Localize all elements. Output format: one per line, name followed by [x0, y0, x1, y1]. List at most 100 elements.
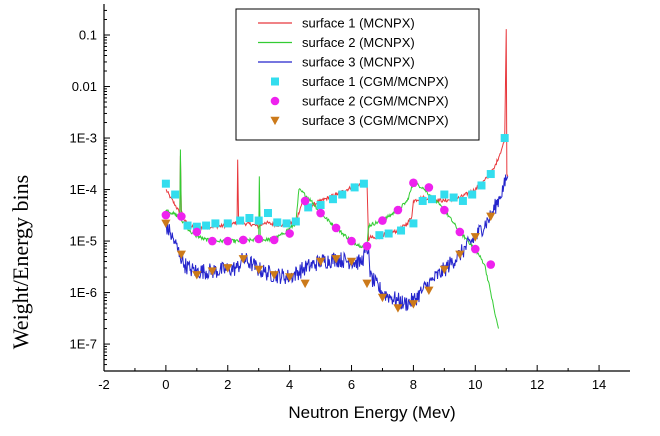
data-point [192, 222, 201, 231]
legend-item: surface 1 (CGM/MCNPX) [271, 74, 449, 89]
data-point [338, 190, 347, 199]
legend-item: surface 2 (MCNPX) [258, 35, 415, 50]
data-point [285, 273, 295, 282]
y-axis-label: Weight/Energy bins [8, 175, 33, 349]
data-point [202, 221, 211, 230]
legend: surface 1 (MCNPX) surface 2 (MCNPX) surfac… [235, 8, 480, 141]
data-point [331, 255, 341, 264]
data-point [424, 286, 434, 296]
data-point [254, 216, 263, 225]
data-point [328, 195, 337, 204]
legend-label: surface 2 (CGM/MCNPX) [302, 94, 449, 109]
data-point [315, 257, 326, 267]
data-point [161, 179, 170, 188]
data-point [211, 219, 220, 228]
data-point [269, 235, 279, 245]
data-point [362, 279, 372, 289]
x-tick-label: -2 [98, 377, 110, 392]
data-point [176, 250, 186, 260]
legend-item: surface 1 (MCNPX) [258, 16, 415, 31]
x-tick-label: 12 [530, 377, 544, 392]
data-point [254, 265, 264, 275]
data-point [470, 233, 480, 242]
legend-swatch [270, 96, 280, 106]
data-point [409, 219, 418, 228]
data-point [350, 183, 359, 192]
legend-swatch [270, 116, 280, 126]
series-4 [161, 134, 509, 240]
data-point [177, 212, 186, 221]
data-point [439, 265, 449, 275]
data-point [171, 190, 180, 199]
data-point [238, 255, 248, 264]
y-tick-label: 1E-5 [70, 234, 97, 249]
data-point [397, 226, 406, 235]
data-point [300, 279, 310, 289]
x-tick-label: 4 [286, 377, 293, 392]
legend-label: surface 2 (MCNPX) [302, 35, 415, 50]
legend-item: surface 3 (CGM/MCNPX) [270, 113, 449, 128]
x-axis-label: Neutron Energy (Mev) [288, 403, 455, 422]
y-tick-label: 1E-3 [70, 131, 97, 146]
data-point [223, 219, 232, 228]
data-point [359, 179, 368, 188]
legend-swatch [271, 77, 279, 86]
data-point [273, 218, 282, 227]
data-point [378, 216, 387, 225]
data-point [300, 196, 310, 206]
legend-label: surface 3 (CGM/MCNPX) [302, 113, 449, 128]
legend-item: surface 3 (MCNPX) [258, 55, 415, 70]
y-tick-label: 0.01 [72, 79, 97, 94]
y-tick-label: 1E-4 [70, 182, 97, 197]
data-point [263, 209, 272, 218]
data-point [393, 304, 403, 313]
data-point [427, 195, 436, 204]
data-point [346, 257, 357, 267]
data-point [486, 260, 496, 269]
data-point [304, 203, 313, 212]
data-point [316, 208, 325, 218]
data-point [161, 210, 171, 220]
data-point [449, 193, 458, 202]
data-point [486, 212, 496, 222]
x-tick-label: 14 [592, 377, 606, 392]
data-point [393, 205, 403, 215]
data-point [455, 250, 465, 260]
data-point [238, 235, 248, 245]
data-point [409, 178, 418, 188]
axes-layer: -2 0 2 4 6 8 10 12 14 1E-7 1E-6 1E-5 1E-4 1E-3 0.01 0.1 [70, 4, 630, 392]
legend-label: surface 1 (MCNPX) [302, 16, 415, 31]
series-layer [161, 29, 509, 329]
data-point [254, 234, 264, 244]
data-point [375, 231, 384, 240]
legend-label: surface 1 (CGM/MCNPX) [302, 74, 449, 89]
data-point [468, 190, 477, 199]
data-point [223, 264, 233, 273]
data-point [331, 223, 341, 233]
data-point [269, 271, 279, 280]
x-tick-label: 10 [468, 377, 482, 392]
data-point [291, 217, 300, 226]
data-point [192, 271, 202, 280]
data-point [408, 300, 419, 309]
data-point [418, 196, 427, 205]
data-point [470, 244, 480, 254]
data-point [347, 236, 356, 246]
data-point [440, 190, 449, 199]
x-tick-label: 0 [162, 377, 169, 392]
data-point [161, 219, 171, 229]
data-point [236, 216, 245, 225]
data-point [384, 229, 393, 238]
data-point [207, 236, 217, 246]
data-point [223, 236, 233, 246]
series-6 [161, 212, 496, 313]
x-tick-label: 2 [224, 377, 231, 392]
data-point [183, 221, 192, 230]
data-point [377, 293, 388, 303]
data-point [282, 219, 291, 228]
y-tick-label: 1E-6 [70, 285, 97, 300]
data-point [316, 201, 325, 210]
series-5 [161, 178, 496, 269]
